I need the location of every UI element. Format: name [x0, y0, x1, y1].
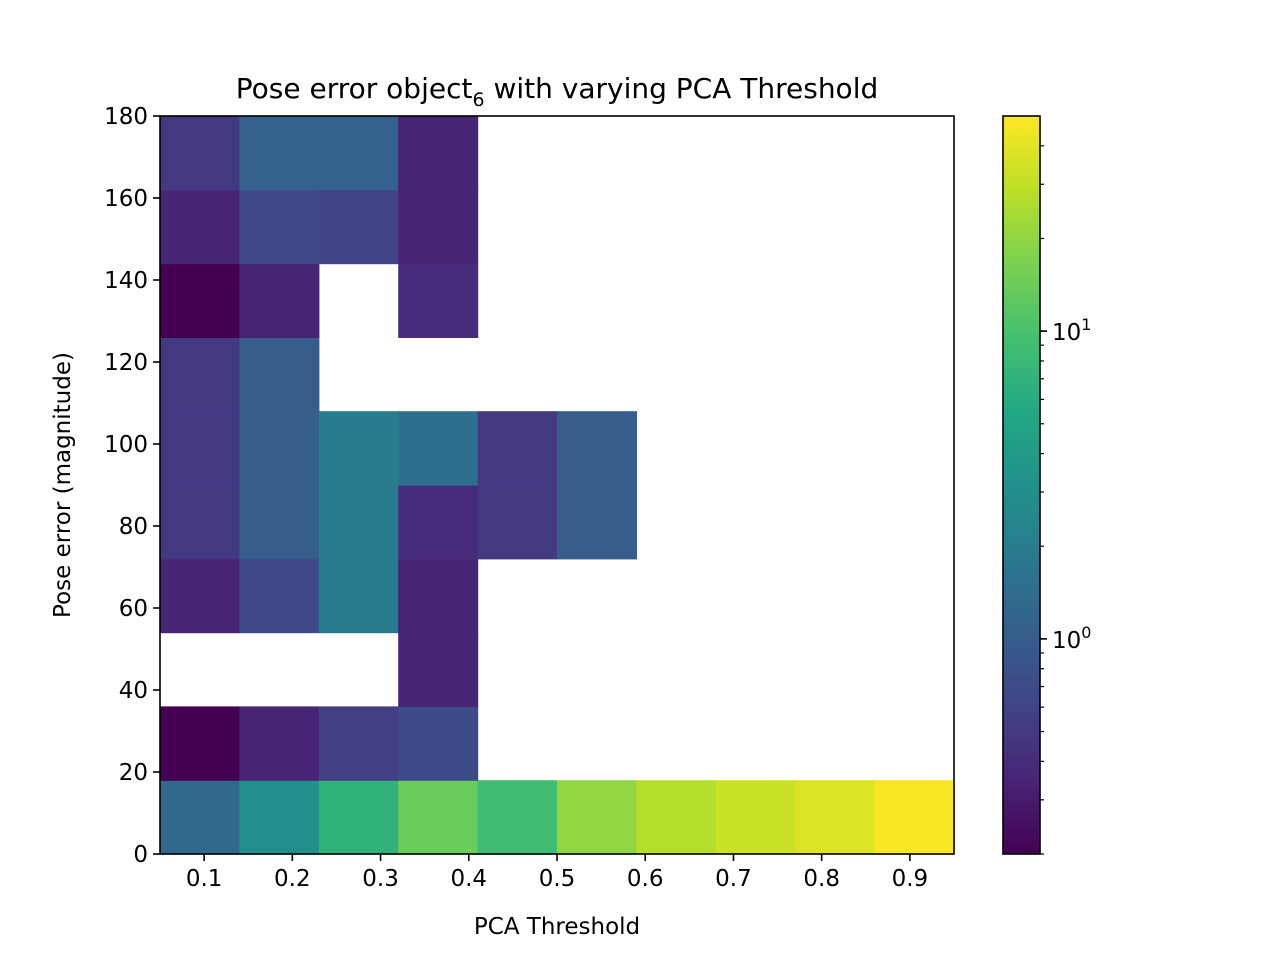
y-axis-label: Pose error (magnitude) [50, 352, 76, 618]
heatmap-cell [160, 189, 240, 265]
x-axis-label: PCA Threshold [474, 914, 640, 940]
heatmap-cell [239, 411, 320, 486]
heatmap-cell [398, 189, 479, 265]
heatmap-cell [557, 411, 637, 486]
colorbar: 100 101 [1002, 115, 1091, 855]
colorbar-tick-label: 100 [1052, 623, 1091, 654]
x-tick-label: 0.8 [803, 866, 840, 892]
heatmap-cell [398, 485, 479, 560]
heatmap-cell [398, 632, 479, 707]
heatmap-cell [477, 411, 558, 486]
x-tick-label: 0.6 [627, 866, 664, 892]
x-tick-label: 0.4 [450, 866, 487, 892]
y-tick-label: 180 [104, 104, 148, 130]
heatmap-cell [398, 780, 479, 855]
chart-title-subscript: 6 [472, 89, 484, 111]
heatmap-cell [239, 706, 320, 781]
y-tick-label: 120 [104, 350, 148, 376]
y-tick-label: 160 [104, 186, 148, 212]
heatmap-cell [318, 411, 399, 486]
heatmap-cell [160, 337, 240, 412]
y-tick-label: 80 [119, 514, 148, 540]
colorbar-tick-label: 101 [1052, 315, 1091, 346]
heatmap-cell [160, 780, 240, 855]
heatmap-cell [318, 558, 399, 634]
heatmap-cell [398, 411, 479, 486]
heatmap-cell [398, 706, 479, 781]
heatmap-cell [239, 337, 320, 412]
y-axis: 0 20 40 60 80 100 120 140 160 180 [104, 104, 160, 868]
heatmap-cell [160, 116, 240, 191]
heatmap-cell [239, 116, 320, 191]
y-tick-label: 60 [119, 596, 148, 622]
x-tick-label: 0.2 [274, 866, 311, 892]
heatmap-cell [160, 485, 240, 560]
y-tick-label: 40 [119, 678, 148, 704]
heatmap-cell [239, 780, 320, 855]
heatmap-cell [318, 706, 399, 781]
heatmap-cell [715, 780, 796, 855]
heatmap-cell [160, 411, 240, 486]
heatmap-cell [239, 263, 320, 338]
chart-title-main: Pose error object [236, 72, 473, 105]
heatmap-cell [160, 558, 240, 634]
heatmap-cell [239, 485, 320, 560]
heatmap-cell [398, 116, 479, 191]
heatmap-cell [318, 780, 399, 855]
x-tick-label: 0.5 [539, 866, 576, 892]
x-tick-label: 0.7 [715, 866, 752, 892]
heatmap-cell [318, 116, 399, 191]
y-tick-label: 20 [119, 760, 148, 786]
y-tick-label: 0 [133, 842, 148, 868]
heatmap-cell [398, 263, 479, 338]
x-axis: 0.1 0.2 0.3 0.4 0.5 0.6 0.7 0.8 0.9 [186, 854, 928, 892]
colorbar-ticks: 100 101 [1040, 145, 1091, 855]
heatmap-cell [557, 780, 637, 855]
heatmap-cell [636, 780, 717, 855]
heatmap-cell [477, 485, 558, 560]
heatmap-cells [160, 116, 955, 855]
colorbar-frame [1002, 115, 1041, 855]
heatmap-cell [557, 485, 637, 560]
heatmap-cell [160, 706, 240, 781]
heatmap-cell [318, 189, 399, 265]
x-tick-label: 0.9 [892, 866, 929, 892]
heatmap-cell [160, 263, 240, 338]
y-tick-label: 100 [104, 432, 148, 458]
heatmap-cell [398, 558, 479, 634]
colorbar-gradient [1003, 116, 1040, 854]
heatmap-cell [318, 485, 399, 560]
x-tick-label: 0.1 [186, 866, 223, 892]
heatmap-cell [239, 558, 320, 634]
heatmap-cell [795, 780, 876, 855]
x-tick-label: 0.3 [362, 866, 399, 892]
heatmap-cell [239, 189, 320, 265]
heatmap-cell [874, 780, 955, 855]
heatmap-cell [477, 780, 558, 855]
y-tick-label: 140 [104, 268, 148, 294]
chart-title-suffix: with varying PCA Threshold [485, 72, 879, 105]
chart-title: Pose error object6 with varying PCA Thre… [236, 72, 879, 111]
